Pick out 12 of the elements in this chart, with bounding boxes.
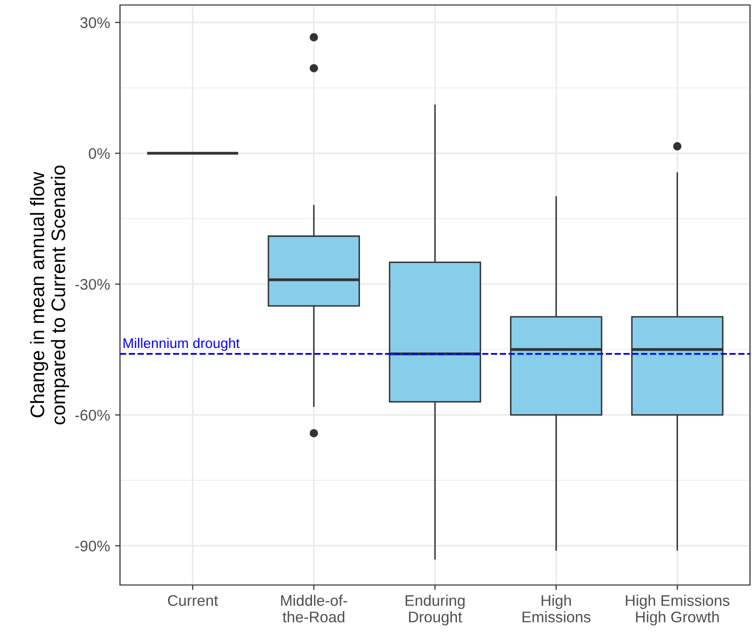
- y-tick-label: -60%: [75, 410, 110, 421]
- x-tick-label: Current: [168, 595, 218, 606]
- x-tick-label: High Emissions: [522, 594, 590, 622]
- x-tick-label: Middle-of- the-Road: [281, 594, 348, 622]
- y-tick-label: 30%: [80, 17, 110, 28]
- y-tick-label: 0%: [88, 148, 110, 159]
- y-tick-label: -90%: [75, 540, 110, 552]
- y-tick-label: -30%: [75, 278, 110, 290]
- y-axis-title: Change in mean annual flow compared to Current Scenario: [30, 166, 70, 424]
- ref-line-label: Millennium drought: [124, 338, 240, 351]
- x-tick-label: High Emissions High Growth: [626, 594, 730, 626]
- x-tick-label: Enduring Drought: [406, 594, 465, 626]
